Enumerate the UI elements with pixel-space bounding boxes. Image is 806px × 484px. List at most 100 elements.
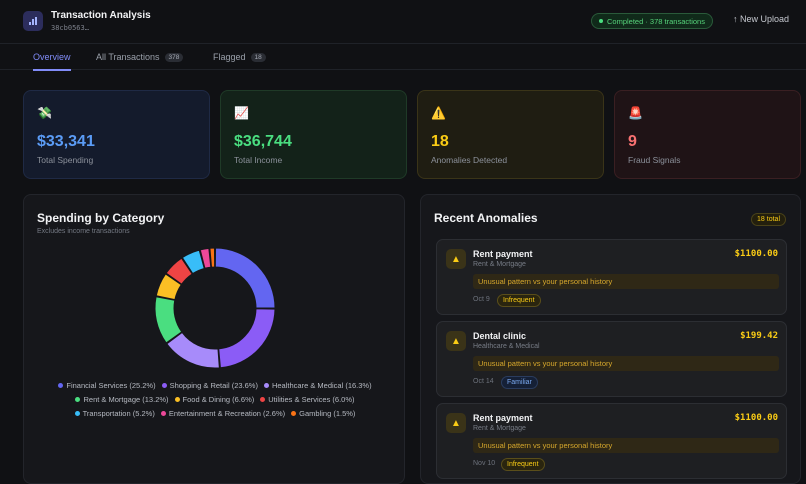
legend-label: Transportation (5.2%) — [82, 408, 155, 418]
donut-slice-rent-mortgage[interactable] — [154, 296, 183, 344]
anomaly-reason: Unusual pattern vs your personal history — [473, 274, 779, 289]
legend-item: Gambling (1.5%) — [291, 409, 355, 418]
legend-label: Healthcare & Medical (16.3%) — [271, 380, 372, 390]
anomaly-merchant: Dental clinic — [473, 331, 527, 341]
card-value: $33,341 — [37, 133, 95, 150]
legend-dot — [160, 410, 166, 416]
donut-slice-transportation[interactable] — [181, 249, 205, 275]
panel-title: Recent Anomalies — [434, 211, 538, 225]
card-label: Total Spending — [37, 155, 94, 165]
new-upload-button[interactable]: ↑ New Upload — [733, 14, 790, 24]
legend-dot — [174, 396, 180, 402]
anomaly-merchant: Rent payment — [473, 249, 533, 259]
alarm-icon: 🚨 — [628, 106, 643, 120]
legend-dot — [291, 410, 297, 416]
donut-slice-healthcare-medical[interactable] — [166, 331, 220, 369]
legend-dot — [263, 382, 269, 388]
legend-label: Utilities & Services (6.0%) — [268, 394, 355, 404]
legend-dot — [260, 396, 266, 402]
status-dot-icon — [599, 19, 603, 23]
legend-item: Healthcare & Medical (16.3%) — [263, 380, 372, 390]
spending-by-category-panel: Spending by Category Excludes income tra… — [23, 194, 405, 484]
card-value: 18 — [431, 133, 449, 150]
donut-slice-utilities-services[interactable] — [165, 257, 193, 285]
card-value: 9 — [628, 133, 637, 150]
total-spending-card: 💸 $33,341 Total Spending — [23, 90, 210, 179]
legend-row: Financial Services (25.2%) Shopping & Re… — [24, 378, 406, 392]
tab-overview[interactable]: Overview — [33, 44, 71, 71]
legend-item: Transportation (5.2%) — [74, 408, 155, 418]
tab-label: All Transactions — [96, 52, 160, 62]
warning-icon: ▲ — [446, 249, 466, 269]
anomaly-reason: Unusual pattern vs your personal history — [473, 356, 779, 371]
card-value: $36,744 — [234, 133, 292, 150]
app-header: Transaction Analysis 38cb0563… Completed… — [0, 0, 806, 44]
tab-label: Flagged — [213, 52, 246, 62]
card-label: Anomalies Detected — [431, 155, 508, 165]
anomaly-amount: $1100.00 — [734, 249, 778, 259]
total-income-card: 📈 $36,744 Total Income — [220, 90, 407, 179]
legend-label: Gambling (1.5%) — [299, 408, 356, 418]
legend-dot — [75, 396, 81, 402]
legend-row: Transportation (5.2%) Entertainment & Re… — [24, 406, 406, 420]
legend-label: Rent & Mortgage (13.2%) — [83, 394, 169, 404]
recent-anomalies-panel: Recent Anomalies 18 total ▲ Rent payment… — [420, 194, 801, 484]
anomaly-amount: $199.42 — [740, 331, 778, 341]
anomaly-date: Nov 10 — [473, 460, 496, 467]
fraud-signals-card: 🚨 9 Fraud Signals — [614, 90, 801, 179]
tab-bar: Overview All Transactions 378 Flagged 18 — [0, 44, 806, 71]
card-label: Fraud Signals — [628, 155, 681, 165]
tab-count-badge: 18 — [250, 52, 266, 62]
legend-dot — [74, 410, 80, 416]
legend-item: Shopping & Retail (23.6%) — [161, 380, 258, 390]
legend-item: Entertainment & Recreation (2.6%) — [160, 408, 286, 418]
anomaly-category: Rent & Mortgage — [473, 425, 526, 432]
upload-id: 38cb0563… — [51, 24, 89, 32]
anomaly-tag: Infrequent — [501, 458, 545, 471]
donut-slice-entertainment-recreation[interactable] — [199, 247, 212, 269]
spending-donut-chart — [154, 247, 276, 369]
legend-item: Food & Dining (6.6%) — [174, 394, 255, 404]
panel-subtitle: Excludes income transactions — [37, 228, 130, 235]
card-label: Total Income — [234, 155, 283, 165]
legend-label: Food & Dining (6.6%) — [182, 394, 255, 404]
anomaly-tag: Familiar — [501, 376, 538, 389]
tab-count-badge: 378 — [164, 52, 184, 62]
page-title: Transaction Analysis — [51, 10, 151, 21]
legend-item: Rent & Mortgage (13.2%) — [75, 394, 169, 404]
legend-item: Utilities & Services (6.0%) — [260, 394, 355, 404]
donut-slice-financial-services[interactable] — [214, 247, 276, 309]
status-text: Completed · 378 transactions — [607, 16, 705, 26]
warning-icon: ▲ — [446, 413, 466, 433]
anomaly-category: Healthcare & Medical — [473, 343, 540, 350]
legend-dot — [161, 382, 167, 388]
legend-label: Financial Services (25.2%) — [66, 380, 156, 390]
anomaly-tag: Infrequent — [497, 294, 541, 307]
tab-flagged[interactable]: Flagged 18 — [213, 44, 266, 70]
donut-slice-food-dining[interactable] — [155, 273, 182, 301]
panel-title: Spending by Category — [37, 211, 165, 225]
anomaly-date: Oct 9 — [473, 296, 490, 303]
legend-item: Financial Services (25.2%) — [58, 380, 156, 390]
donut-slice-shopping-retail[interactable] — [218, 308, 276, 369]
anomaly-date: Oct 14 — [473, 378, 494, 385]
anomaly-item[interactable]: ▲ Rent payment Rent & Mortgage $1100.00 … — [436, 239, 787, 315]
anomaly-category: Rent & Mortgage — [473, 261, 526, 268]
chart-up-icon: 📈 — [234, 106, 249, 120]
status-badge: Completed · 378 transactions — [591, 13, 713, 29]
legend-label: Shopping & Retail (23.6%) — [169, 380, 258, 390]
warning-icon: ▲ — [446, 331, 466, 351]
chart-legend: Financial Services (25.2%) Shopping & Re… — [24, 378, 406, 420]
anomaly-reason: Unusual pattern vs your personal history — [473, 438, 779, 453]
money-wings-icon: 💸 — [37, 106, 52, 120]
anomaly-item[interactable]: ▲ Rent payment Rent & Mortgage $1100.00 … — [436, 403, 787, 479]
anomaly-amount: $1100.00 — [734, 413, 778, 423]
anomaly-item[interactable]: ▲ Dental clinic Healthcare & Medical $19… — [436, 321, 787, 397]
tab-all-transactions[interactable]: All Transactions 378 — [96, 44, 184, 70]
tab-label: Overview — [33, 52, 71, 62]
donut-slice-gambling[interactable] — [209, 247, 216, 268]
anomaly-merchant: Rent payment — [473, 413, 533, 423]
legend-label: Entertainment & Recreation (2.6%) — [168, 408, 286, 418]
warning-icon: ⚠️ — [431, 106, 446, 120]
legend-row: Rent & Mortgage (13.2%) Food & Dining (6… — [24, 392, 406, 406]
